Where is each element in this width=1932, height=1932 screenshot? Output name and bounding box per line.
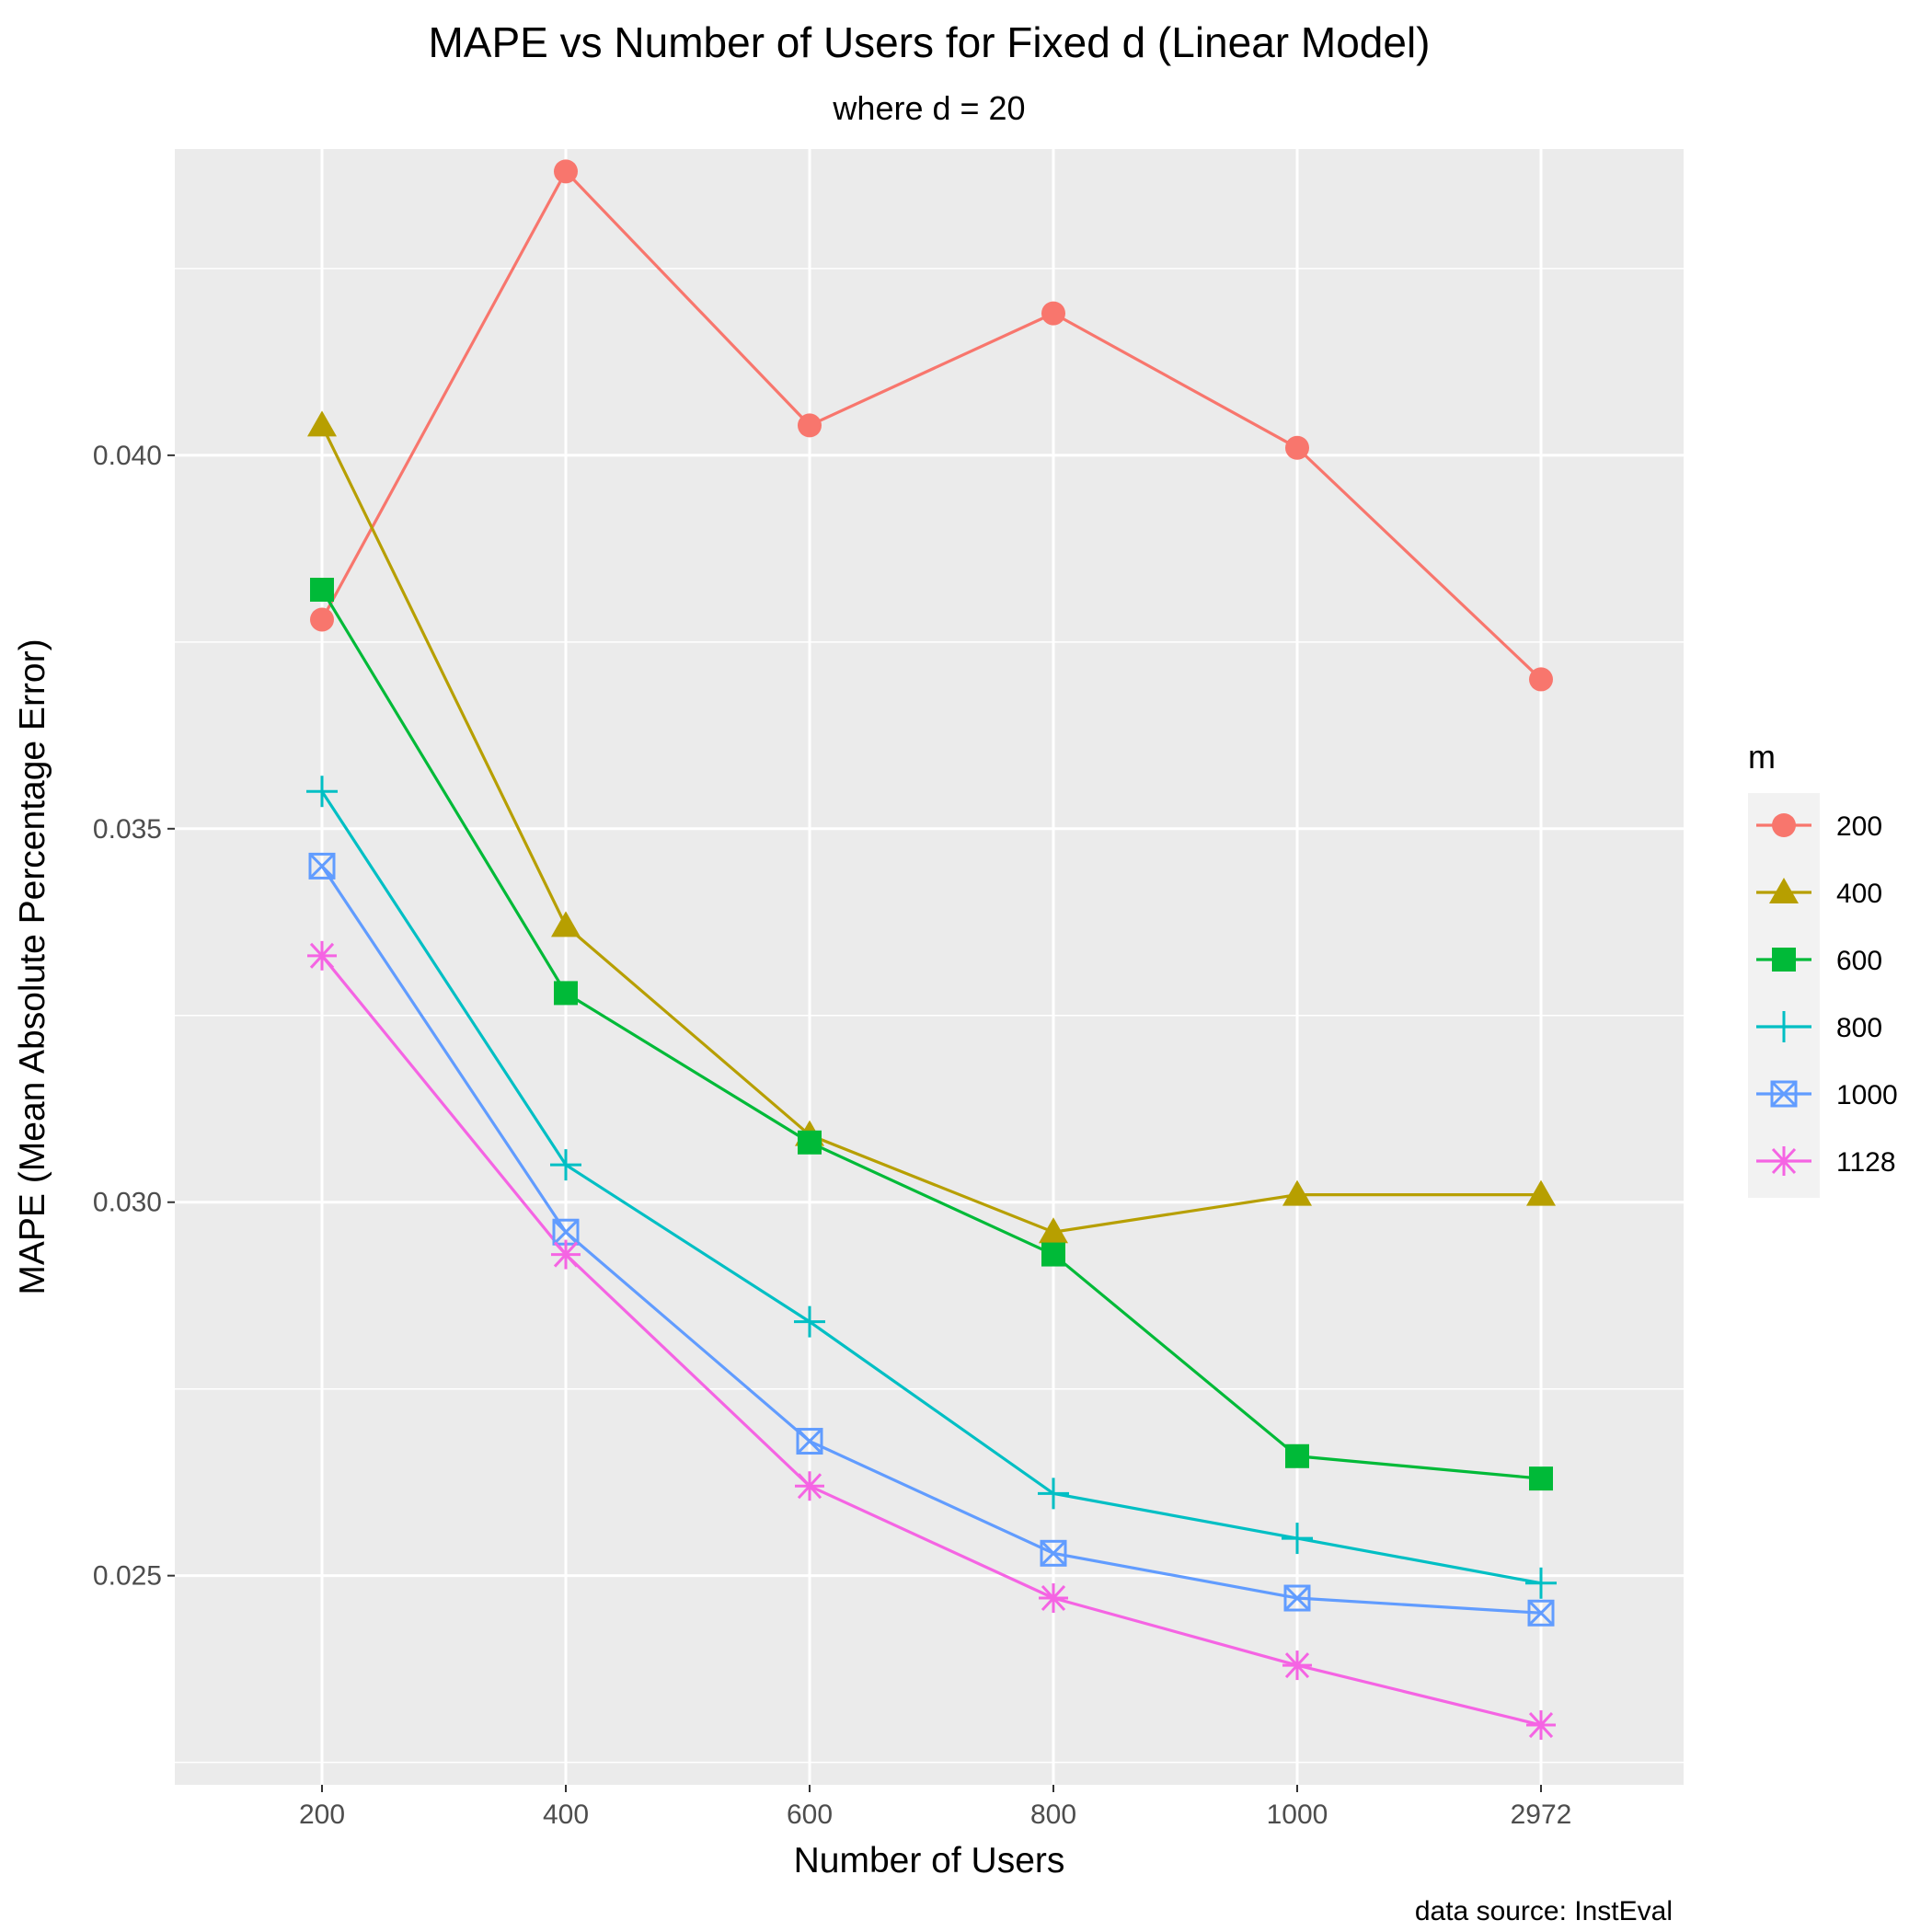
series-line-400 [320,424,1541,1234]
legend-items: 200 400 600 800 1000 1128 [1756,811,1898,1178]
legend-marker-600 [1772,948,1796,972]
data-point-600-2972 [1529,1466,1553,1491]
data-point-400-2972 [1526,1179,1556,1206]
data-point-400-200 [307,410,337,437]
data-point-200-800 [1041,301,1065,326]
legend-item-800: 800 [1756,1011,1882,1043]
data-point-1128-600 [795,1471,824,1501]
data-point-1128-200 [307,940,337,971]
series-line-1000 [320,865,1542,1615]
x-tick-label: 800 [1030,1800,1076,1830]
legend-label: 200 [1836,811,1882,842]
legend-marker-400 [1769,878,1799,903]
legend-label: 800 [1836,1013,1882,1043]
data-point-200-2972 [1529,667,1553,692]
x-tick-label: 200 [299,1800,345,1830]
legend-label: 600 [1836,946,1882,976]
data-point-800-200 [306,776,338,808]
legend-item-400: 400 [1756,878,1882,909]
y-axis: 0.025 0.030 0.035 0.040 [93,441,175,1592]
data-point-600-800 [1041,1242,1065,1267]
x-axis-title: Number of Users [794,1841,1065,1880]
x-tick-label: 2972 [1511,1800,1572,1830]
data-point-1000-1000 [1283,1584,1311,1612]
x-tick-label: 600 [787,1800,833,1830]
data-point-1128-1000 [1282,1650,1312,1681]
series-layer [306,159,1557,1741]
chart-subtitle: where d = 20 [832,89,1025,127]
series-line-1128 [320,954,1542,1727]
data-point-200-400 [554,159,578,184]
legend-label: 1000 [1836,1080,1898,1110]
y-tick-label: 0.035 [93,814,162,845]
legend: m 200 400 600 800 1000 1128 [1748,738,1898,1198]
data-point-800-2972 [1525,1567,1557,1599]
data-point-400-400 [551,911,581,937]
y-tick-label: 0.030 [93,1188,162,1218]
data-point-400-800 [1039,1217,1068,1244]
series-line-200 [320,168,1543,681]
data-point-400-1000 [1282,1179,1312,1206]
legend-marker-1000 [1770,1080,1798,1108]
series-line-800 [320,790,1542,1585]
legend-marker-800 [1768,1011,1800,1042]
data-point-1000-200 [308,852,336,880]
data-point-600-400 [554,981,578,1006]
data-point-800-600 [794,1305,825,1338]
legend-key-background [1748,793,1820,1198]
y-tick-label: 0.040 [93,441,162,471]
data-point-1128-2972 [1526,1710,1556,1741]
legend-label: 400 [1836,879,1882,909]
data-point-1000-2972 [1527,1599,1555,1627]
caption: data source: InstEval [1415,1896,1673,1926]
legend-item-600: 600 [1756,946,1882,976]
data-point-200-200 [310,607,334,632]
legend-marker-200 [1772,813,1796,837]
legend-label: 1128 [1836,1147,1896,1178]
data-point-600-1000 [1285,1443,1309,1468]
chart-title: MAPE vs Number of Users for Fixed d (Lin… [428,18,1430,66]
data-point-1128-800 [1039,1583,1068,1614]
data-point-600-600 [798,1130,822,1155]
y-axis-title: MAPE (Mean Absolute Percentage Error) [13,638,52,1294]
data-point-800-400 [550,1149,581,1181]
data-point-600-200 [310,578,334,603]
data-point-1128-400 [551,1239,581,1270]
x-axis: 200 400 600 800 1000 2972 [299,1785,1571,1830]
x-tick-label: 1000 [1267,1800,1328,1830]
legend-item-1000: 1000 [1756,1080,1898,1110]
plot-panel [175,149,1684,1785]
legend-marker-1128 [1769,1146,1799,1176]
x-tick-label: 400 [543,1800,589,1830]
data-point-1000-800 [1040,1539,1067,1567]
data-point-200-600 [798,413,822,438]
legend-item-200: 200 [1756,811,1882,842]
legend-title: m [1748,738,1776,776]
data-point-800-1000 [1282,1523,1313,1555]
data-point-800-800 [1038,1478,1069,1510]
series-line-600 [320,589,1542,1480]
y-tick-label: 0.025 [93,1561,162,1592]
data-point-1000-600 [796,1428,823,1455]
legend-item-1128: 1128 [1756,1146,1896,1178]
data-point-200-1000 [1285,435,1309,460]
